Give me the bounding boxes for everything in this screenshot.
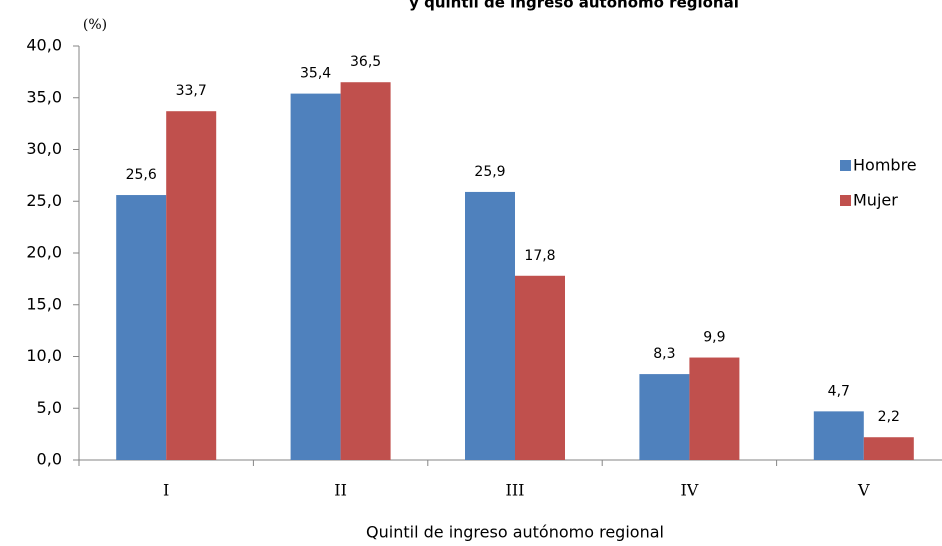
value-label: 4,7 bbox=[828, 383, 850, 399]
bar bbox=[465, 191, 515, 460]
value-label: 2,2 bbox=[878, 409, 900, 425]
bar bbox=[340, 82, 391, 460]
legend-swatch bbox=[840, 195, 851, 206]
bar bbox=[639, 374, 690, 460]
y-tick-label: 25,0 bbox=[26, 191, 62, 210]
bar bbox=[116, 195, 167, 461]
value-label: 33,7 bbox=[176, 83, 207, 99]
bar bbox=[515, 275, 565, 460]
y-tick-label: 10,0 bbox=[26, 346, 62, 365]
bar bbox=[813, 411, 864, 460]
y-tick-label: 40,0 bbox=[26, 36, 62, 55]
y-tick-label: 15,0 bbox=[26, 294, 62, 313]
y-tick-label: 30,0 bbox=[26, 139, 62, 158]
value-label: 25,6 bbox=[126, 167, 157, 183]
x-tick-label: IV bbox=[680, 481, 698, 500]
bar bbox=[166, 111, 217, 460]
bar bbox=[863, 437, 914, 460]
x-tick-label: III bbox=[506, 481, 525, 500]
value-label: 17,8 bbox=[524, 248, 555, 264]
y-tick-label: 5,0 bbox=[37, 398, 62, 417]
legend-label: Mujer bbox=[853, 191, 898, 210]
chart-title: y quintil de ingreso autónomo regional bbox=[409, 0, 739, 12]
bar bbox=[290, 93, 341, 461]
x-axis-label: Quintil de ingreso autónomo regional bbox=[366, 523, 664, 542]
y-tick-label: 20,0 bbox=[26, 243, 62, 262]
value-label: 8,3 bbox=[653, 346, 675, 362]
y-tick-label: 35,0 bbox=[26, 87, 62, 106]
legend-swatch bbox=[840, 160, 851, 171]
value-label: 35,4 bbox=[300, 66, 331, 82]
value-label: 36,5 bbox=[350, 54, 381, 70]
x-tick-label: V bbox=[857, 481, 870, 500]
legend-label: Hombre bbox=[853, 156, 917, 175]
value-label: 25,9 bbox=[474, 164, 505, 180]
x-tick-label: I bbox=[163, 481, 169, 500]
x-tick-label: II bbox=[334, 481, 347, 500]
bar bbox=[689, 357, 740, 460]
y-tick-label: 0,0 bbox=[37, 450, 62, 469]
y-axis-label: (%) bbox=[83, 17, 107, 33]
value-label: 9,9 bbox=[703, 330, 725, 346]
